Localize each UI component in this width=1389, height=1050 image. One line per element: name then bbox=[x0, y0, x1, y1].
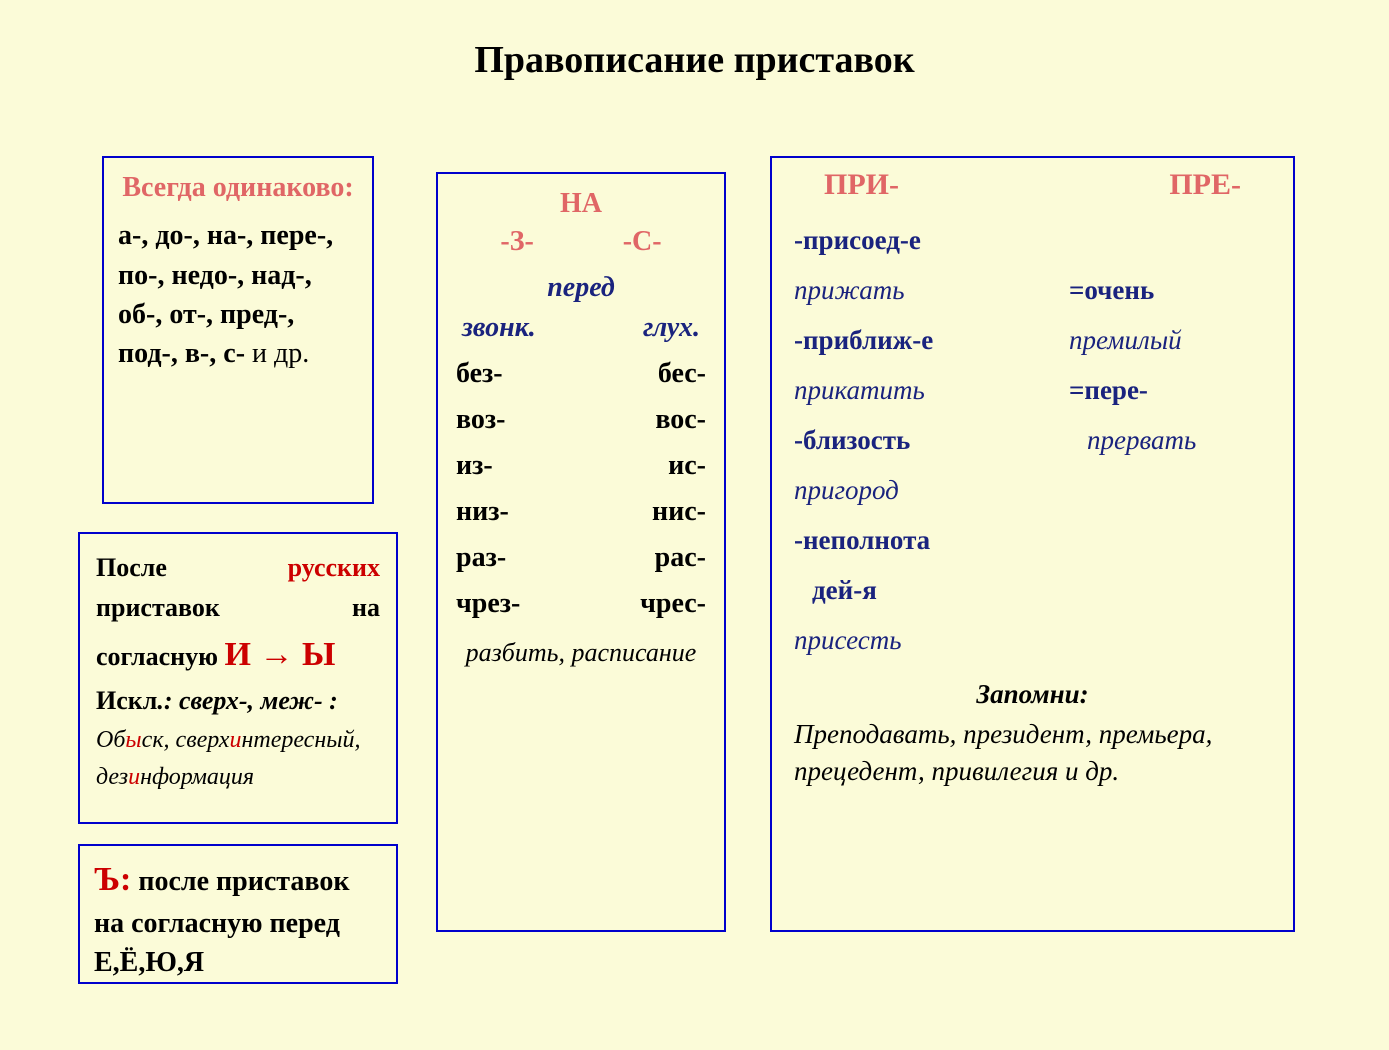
prefix-left: воз- bbox=[456, 404, 506, 436]
box-always-same: Всегда одинаково: а-, до-, на-, пере-, п… bbox=[102, 156, 374, 504]
pre-col: премилый bbox=[1069, 316, 1271, 366]
box2-l6a: дез bbox=[96, 764, 128, 790]
box5-list: Преподавать, президент, премьера, прецед… bbox=[794, 716, 1271, 789]
box2-l4a: Искл bbox=[96, 686, 157, 715]
page-title: Правописание приставок bbox=[0, 0, 1389, 92]
box-z-s-rule: НА -З- -С- перед звонк. глух. без-бес-во… bbox=[436, 172, 726, 932]
box2-l5e: нтересный, bbox=[241, 727, 360, 753]
box5-zapomni: Запомни: bbox=[794, 679, 1271, 710]
box2-l2a: приставок bbox=[96, 588, 220, 628]
prefix-pair-row: воз-вос- bbox=[456, 404, 706, 436]
box-hard-sign: Ъ: после приставок на согласную перед Е,… bbox=[78, 844, 398, 984]
pri-pre-row: прикатить=пере- bbox=[794, 366, 1271, 416]
box4-z: -З- bbox=[500, 226, 533, 258]
pri-pre-row: -неполнота bbox=[794, 516, 1271, 566]
box2-l2b: на bbox=[352, 588, 380, 628]
box5-pre: ПРЕ- bbox=[1169, 168, 1241, 202]
box2-l1b: русских bbox=[288, 548, 380, 588]
prefix-left: раз- bbox=[456, 542, 506, 574]
box2-l6b: и bbox=[128, 764, 140, 790]
box4-zvgl: звонк. глух. bbox=[456, 312, 706, 344]
pri-pre-row: пригород bbox=[794, 466, 1271, 516]
box3-content: Ъ: после приставок на согласную перед Е,… bbox=[94, 856, 382, 982]
pre-col bbox=[1069, 516, 1271, 566]
pri-pre-row: дей-я bbox=[794, 566, 1271, 616]
box2-l3b: И → Ы bbox=[225, 636, 336, 673]
box4-example: разбить, расписание bbox=[456, 638, 706, 668]
box1-header: Всегда одинаково: bbox=[118, 170, 358, 206]
box2-l5d: и bbox=[229, 727, 241, 753]
prefix-left: без- bbox=[456, 358, 503, 390]
pri-col: -близость bbox=[794, 416, 1069, 466]
box1-tail: и др. bbox=[245, 338, 309, 369]
pri-pre-row: присесть bbox=[794, 616, 1271, 666]
box2-l5c: ск, сверх bbox=[142, 727, 230, 753]
pri-pre-row: -присоед-е bbox=[794, 216, 1271, 266]
prefix-pair-row: чрез-чрес- bbox=[456, 588, 706, 620]
pri-col: прижать bbox=[794, 266, 1069, 316]
prefix-right: вос- bbox=[655, 404, 706, 436]
pre-col: =очень bbox=[1069, 266, 1271, 316]
prefix-pair-row: из-ис- bbox=[456, 450, 706, 482]
box3-rest: после приставок на согласную перед Е,Ё,Ю… bbox=[94, 866, 349, 978]
box2-l6c: нформация bbox=[140, 764, 254, 790]
box3-lead: Ъ: bbox=[94, 861, 131, 898]
box2-l5a: Об bbox=[96, 727, 125, 753]
box4-zs: -З- -С- bbox=[456, 226, 706, 258]
prefix-right: рас- bbox=[655, 542, 706, 574]
box2-l4b: .: сверх-, меж- : bbox=[157, 686, 337, 715]
box2-l5b: ы bbox=[125, 727, 141, 753]
box2-l3a: согласную bbox=[96, 642, 225, 671]
box4-glukh: глух. bbox=[643, 312, 700, 344]
pri-col: присесть bbox=[794, 616, 1069, 666]
pre-col bbox=[1069, 466, 1271, 516]
box4-na: НА bbox=[456, 188, 706, 220]
pri-pre-row: прижать=очень bbox=[794, 266, 1271, 316]
prefix-right: нис- bbox=[652, 496, 706, 528]
box-pri-pre: ПРИ- ПРЕ- -присоед-еприжать=очень-прибли… bbox=[770, 156, 1295, 932]
pri-col: -присоед-е bbox=[794, 216, 1069, 266]
box2-l1a: После bbox=[96, 553, 167, 582]
prefix-left: низ- bbox=[456, 496, 509, 528]
box1-body: а-, до-, на-, пере-, по-, недо-, над-, о… bbox=[118, 216, 358, 373]
prefix-right: бес- bbox=[658, 358, 706, 390]
box4-zvonk: звонк. bbox=[462, 312, 536, 344]
pri-pre-row: -приближ-епремилый bbox=[794, 316, 1271, 366]
prefix-pair-row: низ-нис- bbox=[456, 496, 706, 528]
pre-col: прервать bbox=[1069, 416, 1271, 466]
prefix-pair-row: раз-рас- bbox=[456, 542, 706, 574]
pri-col: -приближ-е bbox=[794, 316, 1069, 366]
box4-pered: перед bbox=[456, 272, 706, 304]
box5-pri: ПРИ- bbox=[824, 168, 899, 202]
pri-col: прикатить bbox=[794, 366, 1069, 416]
pre-col bbox=[1069, 216, 1271, 266]
pri-col: пригород bbox=[794, 466, 1069, 516]
prefix-right: ис- bbox=[668, 450, 706, 482]
prefix-pair-row: без-бес- bbox=[456, 358, 706, 390]
pre-col: =пере- bbox=[1069, 366, 1271, 416]
prefix-right: чрес- bbox=[640, 588, 706, 620]
pri-col: дей-я bbox=[794, 566, 1069, 616]
box5-header: ПРИ- ПРЕ- bbox=[794, 168, 1271, 202]
box4-s: -С- bbox=[623, 226, 662, 258]
box4-rows: без-бес-воз-вос-из-ис-низ-нис-раз-рас-чр… bbox=[456, 358, 706, 620]
pri-col: -неполнота bbox=[794, 516, 1069, 566]
prefix-left: из- bbox=[456, 450, 493, 482]
pre-col bbox=[1069, 616, 1271, 666]
pri-pre-row: -близостьпрервать bbox=[794, 416, 1271, 466]
box2-content: После русских приставок на согласную И → … bbox=[96, 548, 380, 796]
pre-col bbox=[1069, 566, 1271, 616]
box-i-y-rule: После русских приставок на согласную И → … bbox=[78, 532, 398, 824]
prefix-left: чрез- bbox=[456, 588, 520, 620]
box5-rows: -присоед-еприжать=очень-приближ-епремилы… bbox=[794, 216, 1271, 665]
